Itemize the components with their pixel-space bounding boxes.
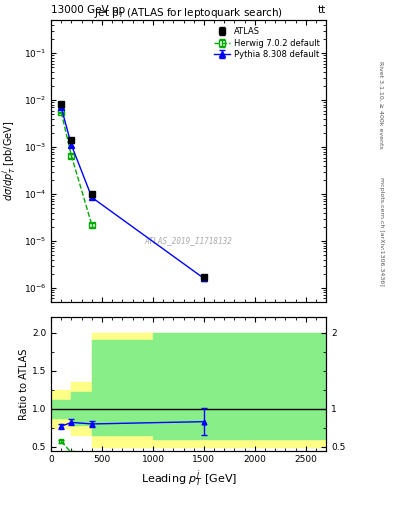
Bar	[92, 340, 153, 435]
Y-axis label: Ratio to ATLAS: Ratio to ATLAS	[19, 348, 29, 420]
Bar	[51, 399, 72, 418]
Bar	[153, 333, 326, 439]
Bar	[51, 390, 72, 428]
Text: ATLAS_2019_I1718132: ATLAS_2019_I1718132	[145, 236, 233, 245]
Bar	[72, 382, 92, 435]
X-axis label: Leading $p_T^j$ [GeV]: Leading $p_T^j$ [GeV]	[141, 468, 237, 489]
Title: Jet p$_T$ (ATLAS for leptoquark search): Jet p$_T$ (ATLAS for leptoquark search)	[94, 6, 283, 20]
Legend: ATLAS, Herwig 7.0.2 default, Pythia 8.308 default: ATLAS, Herwig 7.0.2 default, Pythia 8.30…	[211, 25, 322, 61]
Text: mcplots.cern.ch [arXiv:1306.3436]: mcplots.cern.ch [arXiv:1306.3436]	[379, 177, 384, 286]
Bar	[92, 333, 153, 447]
Text: 13000 GeV pp: 13000 GeV pp	[51, 5, 125, 15]
Text: Rivet 3.1.10, ≥ 400k events: Rivet 3.1.10, ≥ 400k events	[379, 61, 384, 149]
Y-axis label: $d\sigma/dp_T^j$ [pb/GeV]: $d\sigma/dp_T^j$ [pb/GeV]	[0, 121, 18, 201]
Bar	[153, 333, 326, 447]
Bar	[72, 392, 92, 425]
Text: tt: tt	[318, 5, 326, 15]
